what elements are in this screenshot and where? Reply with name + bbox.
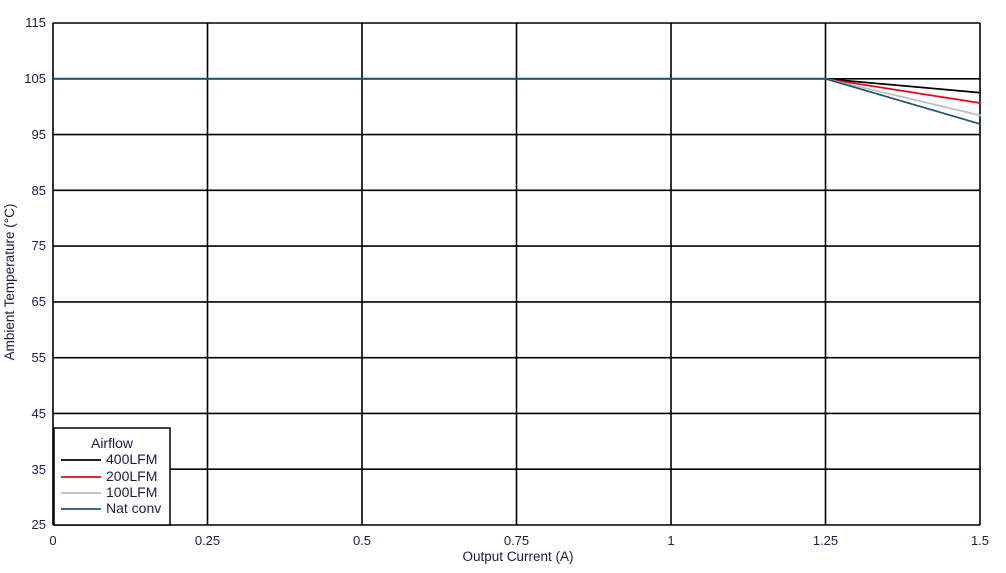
svg-text:95: 95 <box>32 127 46 142</box>
svg-text:0.75: 0.75 <box>504 533 529 548</box>
svg-text:0.25: 0.25 <box>195 533 220 548</box>
svg-text:75: 75 <box>32 238 46 253</box>
svg-text:25: 25 <box>32 517 46 532</box>
svg-text:85: 85 <box>32 183 46 198</box>
svg-text:400LFM: 400LFM <box>106 451 157 467</box>
svg-text:115: 115 <box>25 15 46 30</box>
svg-text:Airflow: Airflow <box>91 435 134 451</box>
svg-text:0.5: 0.5 <box>353 533 371 548</box>
svg-text:1.25: 1.25 <box>813 533 838 548</box>
svg-text:Nat conv: Nat conv <box>106 500 161 516</box>
svg-text:45: 45 <box>32 406 46 421</box>
svg-text:55: 55 <box>32 350 46 365</box>
svg-text:65: 65 <box>32 294 46 309</box>
svg-text:200LFM: 200LFM <box>106 468 157 484</box>
svg-text:1: 1 <box>667 533 674 548</box>
svg-text:Output Current (A): Output Current (A) <box>462 549 573 564</box>
svg-text:Ambient Temperature (°C): Ambient Temperature (°C) <box>2 204 17 361</box>
svg-text:1.5: 1.5 <box>971 533 989 548</box>
svg-text:0: 0 <box>49 533 56 548</box>
svg-text:100LFM: 100LFM <box>106 484 157 500</box>
svg-text:105: 105 <box>24 71 46 86</box>
svg-text:35: 35 <box>32 462 46 477</box>
